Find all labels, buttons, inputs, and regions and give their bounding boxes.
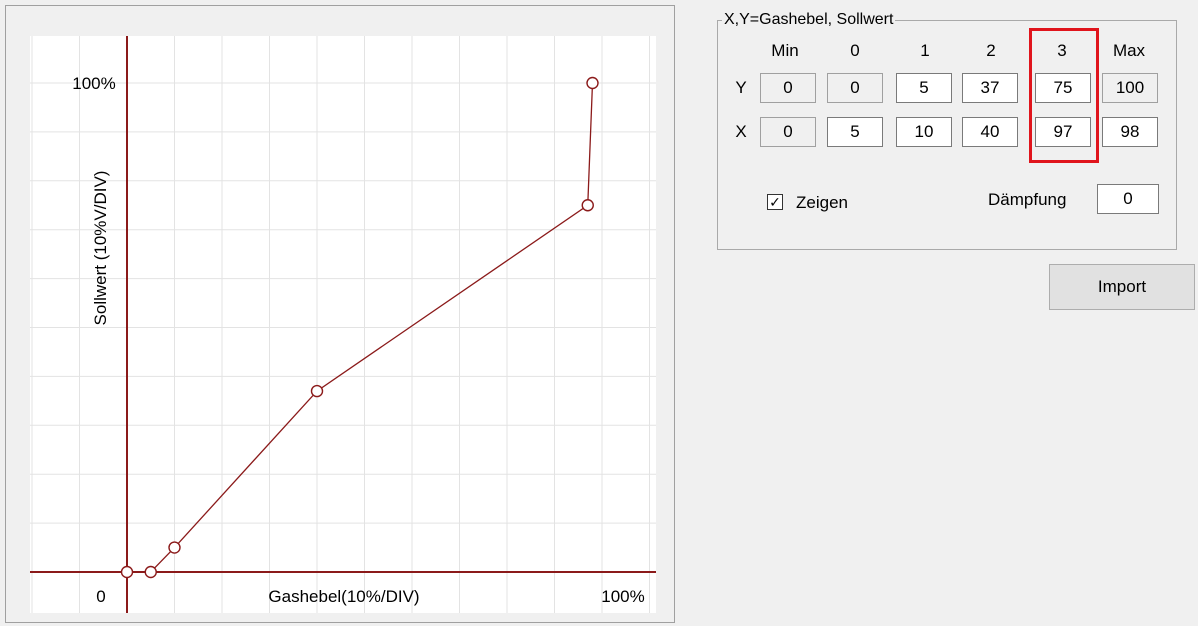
show-checkbox-label[interactable]: Zeigen	[796, 193, 848, 212]
col-header-0: 0	[850, 41, 860, 60]
show-checkbox[interactable]: ✓	[767, 194, 783, 210]
x-end-label: 100%	[601, 587, 644, 606]
data-point	[586, 76, 599, 90]
x-1-field[interactable]: 10	[896, 117, 952, 147]
damping-field[interactable]: 0	[1097, 184, 1159, 214]
col-header-max: Max	[1112, 41, 1146, 60]
column-3-highlight	[1029, 28, 1099, 163]
y-1-field[interactable]: 5	[896, 73, 952, 103]
x-2-field[interactable]: 40	[962, 117, 1018, 147]
curve-groupbox	[717, 20, 1177, 250]
col-header-2: 2	[986, 41, 996, 60]
row-label-y: Y	[735, 78, 747, 97]
groupbox-title: X,Y=Gashebel, Sollwert	[722, 10, 896, 30]
data-point	[120, 565, 134, 579]
x-axis-label: Gashebel(10%/DIV)	[268, 587, 419, 606]
data-point	[310, 384, 324, 398]
damping-label: Dämpfung	[988, 190, 1067, 209]
origin-label: 0	[96, 587, 105, 606]
col-header-min: Min	[771, 41, 799, 60]
data-point	[168, 541, 181, 554]
chart-panel: 0 Gashebel(10%/DIV) 100% 100% Sollwert (10%V…	[5, 5, 675, 623]
y-axis-label: Sollwert (10%V/DIV)	[91, 171, 110, 326]
chart-plot: 0 Gashebel(10%/DIV) 100% 100% Sollwert (10%V…	[30, 36, 656, 613]
x-max-field[interactable]: 98	[1102, 117, 1158, 147]
y-0-field: 0	[827, 73, 883, 103]
x-0-field[interactable]: 5	[827, 117, 883, 147]
row-label-x: X	[735, 122, 747, 141]
col-header-1: 1	[920, 41, 930, 60]
y-2-field[interactable]: 37	[962, 73, 1018, 103]
import-button[interactable]: Import	[1049, 264, 1195, 310]
y-min-field: 0	[760, 73, 816, 103]
plot-area	[30, 36, 656, 613]
data-point	[581, 199, 594, 212]
col-header-3: 3	[1057, 41, 1067, 60]
x-min-field: 0	[760, 117, 816, 147]
y-max-field: 100	[1102, 73, 1158, 103]
data-point	[144, 565, 157, 579]
y-end-label: 100%	[72, 74, 115, 93]
y-3-field[interactable]: 75	[1035, 73, 1091, 103]
x-3-field[interactable]: 97	[1035, 117, 1091, 147]
